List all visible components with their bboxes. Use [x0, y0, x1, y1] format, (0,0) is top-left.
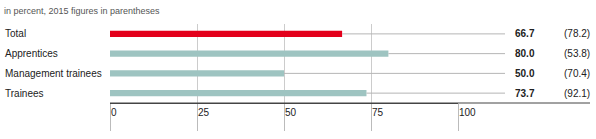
- svg-text:100: 100: [459, 107, 476, 118]
- svg-text:(70.4): (70.4): [564, 68, 590, 79]
- svg-text:Apprentices: Apprentices: [5, 48, 58, 59]
- svg-text:(92.1): (92.1): [564, 88, 590, 99]
- svg-text:0: 0: [111, 107, 117, 118]
- svg-text:in percent, 2015 figures in pa: in percent, 2015 figures in parentheses: [4, 6, 160, 16]
- svg-text:Trainees: Trainees: [5, 88, 44, 99]
- svg-text:Management trainees: Management trainees: [5, 68, 102, 79]
- svg-text:(78.2): (78.2): [564, 28, 590, 39]
- svg-text:80.0: 80.0: [515, 48, 535, 59]
- svg-text:(53.8): (53.8): [564, 48, 590, 59]
- svg-text:Total: Total: [5, 28, 26, 39]
- svg-text:75: 75: [372, 107, 384, 118]
- svg-text:25: 25: [198, 107, 210, 118]
- svg-text:66.7: 66.7: [515, 28, 535, 39]
- svg-text:73.7: 73.7: [515, 88, 535, 99]
- svg-text:50: 50: [285, 107, 297, 118]
- svg-text:50.0: 50.0: [515, 68, 535, 79]
